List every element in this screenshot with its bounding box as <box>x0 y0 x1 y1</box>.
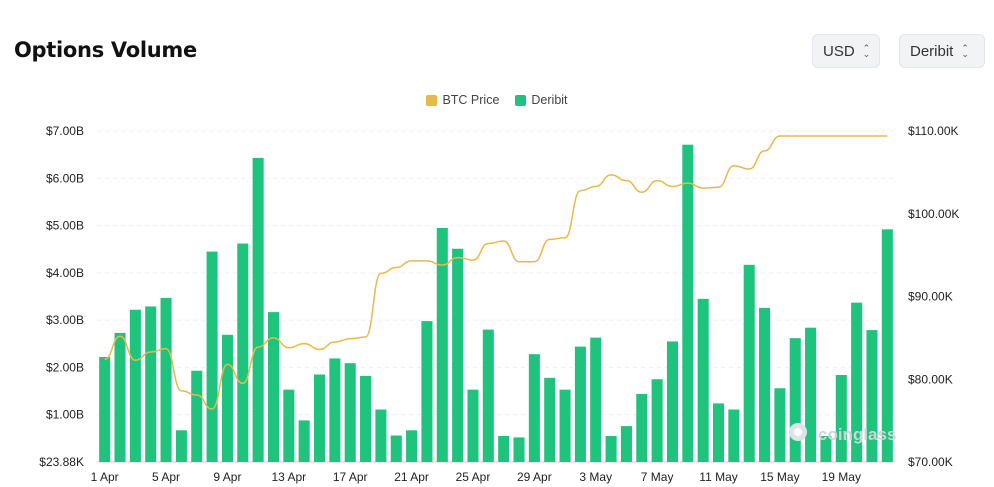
bar-deribit[interactable] <box>206 251 218 462</box>
bar-deribit[interactable] <box>498 435 510 462</box>
y-right-tick-label: $70.00K <box>908 455 953 469</box>
bar-deribit[interactable] <box>175 430 187 462</box>
x-tick-label: 21 Apr <box>394 470 429 484</box>
legend-item-btc-price[interactable]: BTC Price <box>426 93 499 107</box>
bar-deribit[interactable] <box>267 312 280 462</box>
x-tick-label: 13 Apr <box>271 470 306 484</box>
bar-deribit[interactable] <box>298 420 310 462</box>
x-tick-label: 7 May <box>641 470 674 484</box>
chevron-updown-icon: ⌃ ⌄ <box>961 43 969 59</box>
bar-deribit[interactable] <box>436 227 448 462</box>
bar-deribit[interactable] <box>605 435 617 462</box>
bar-deribit[interactable] <box>851 302 863 462</box>
y-left-tick-label: $4.00B <box>46 266 84 280</box>
y-left-tick-label: $7.00B <box>46 124 84 138</box>
bar-deribit[interactable] <box>329 358 341 462</box>
y-left-tick-label: $1.00B <box>46 408 84 422</box>
x-tick-label: 19 May <box>822 470 861 484</box>
y-right-tick-label: $90.00K <box>908 290 953 304</box>
y-left-tick-label: $6.00B <box>46 171 84 185</box>
x-tick-label: 1 Apr <box>91 470 119 484</box>
currency-select-value: USD <box>823 42 855 60</box>
exchange-select[interactable]: Deribit ⌃ ⌄ <box>899 34 985 68</box>
bar-deribit[interactable] <box>697 298 709 462</box>
bar-deribit[interactable] <box>743 264 755 462</box>
bar-deribit[interactable] <box>482 329 494 462</box>
bar-deribit[interactable] <box>682 144 694 462</box>
y-left-tick-label: $5.00B <box>46 219 84 233</box>
bar-deribit[interactable] <box>805 327 817 462</box>
x-tick-label: 29 Apr <box>517 470 552 484</box>
bar-deribit[interactable] <box>344 363 356 462</box>
watermark-text: coinglass <box>818 425 896 444</box>
bar-deribit[interactable] <box>774 388 786 462</box>
bar-deribit[interactable] <box>406 430 418 462</box>
bar-deribit[interactable] <box>712 403 725 462</box>
x-tick-label: 11 May <box>699 470 737 484</box>
legend-swatch-btc-price <box>426 94 438 106</box>
bar-deribit[interactable] <box>237 243 249 462</box>
bar-deribit[interactable] <box>651 379 663 462</box>
bar-deribit[interactable] <box>835 374 847 462</box>
y-left-tick-label: $2.00B <box>46 360 84 374</box>
bar-deribit[interactable] <box>452 248 464 462</box>
bar-deribit[interactable] <box>375 409 387 462</box>
bar-deribit[interactable] <box>544 377 556 462</box>
bar-deribit[interactable] <box>252 157 264 462</box>
y-left-tick-label: $23.88K <box>39 455 84 469</box>
bar-deribit[interactable] <box>160 297 172 462</box>
y-left-tick-label: $3.00B <box>46 313 84 327</box>
bar-deribit[interactable] <box>728 409 740 462</box>
bar-deribit[interactable] <box>620 426 632 462</box>
chevron-updown-icon: ⌃ ⌄ <box>862 43 871 59</box>
bar-deribit[interactable] <box>360 375 372 462</box>
legend-label: BTC Price <box>442 93 500 107</box>
bar-deribit[interactable] <box>145 306 157 462</box>
coinglass-logo-icon <box>789 423 807 441</box>
bar-deribit[interactable] <box>574 346 586 462</box>
bar-deribit[interactable] <box>666 341 679 462</box>
x-tick-label: 5 Apr <box>152 470 180 484</box>
x-tick-label: 25 Apr <box>456 470 491 484</box>
y-right-tick-label: $110.00K <box>908 124 959 138</box>
bar-deribit[interactable] <box>313 374 326 462</box>
legend-label: Deribit <box>531 93 568 107</box>
bar-deribit[interactable] <box>283 389 295 462</box>
bar-deribit[interactable] <box>467 389 479 462</box>
y-right-tick-label: $80.00K <box>908 372 953 386</box>
exchange-select-value: Deribit <box>910 42 954 60</box>
x-tick-label: 15 May <box>760 470 799 484</box>
bar-deribit[interactable] <box>114 332 126 462</box>
bar-deribit[interactable] <box>820 435 832 462</box>
bar-deribit[interactable] <box>559 389 571 462</box>
x-tick-label: 17 Apr <box>333 470 368 484</box>
currency-select[interactable]: USD ⌃ ⌄ <box>812 34 880 68</box>
legend-swatch-deribit <box>515 94 527 106</box>
bar-deribit[interactable] <box>221 334 233 462</box>
y-right-tick-label: $100.00K <box>908 207 959 221</box>
bar-deribit[interactable] <box>421 321 433 462</box>
bar-deribit[interactable] <box>590 337 602 462</box>
bar-deribit[interactable] <box>390 435 402 462</box>
bar-deribit[interactable] <box>866 330 878 462</box>
bar-deribit[interactable] <box>789 338 801 462</box>
bar-deribit[interactable] <box>881 229 893 462</box>
bar-deribit[interactable] <box>528 354 540 462</box>
bar-deribit[interactable] <box>99 357 111 462</box>
x-tick-label: 9 Apr <box>213 470 241 484</box>
bar-deribit[interactable] <box>129 309 141 462</box>
legend-item-deribit[interactable]: Deribit <box>515 93 568 107</box>
line-btc-price <box>104 135 888 410</box>
chart-legend: BTC Price Deribit <box>0 93 994 107</box>
page-title: Options Volume <box>14 38 197 62</box>
bar-deribit[interactable] <box>191 370 203 462</box>
bar-deribit[interactable] <box>759 307 771 462</box>
bar-deribit[interactable] <box>513 437 525 462</box>
bar-deribit[interactable] <box>636 393 648 462</box>
x-tick-label: 3 May <box>579 470 612 484</box>
